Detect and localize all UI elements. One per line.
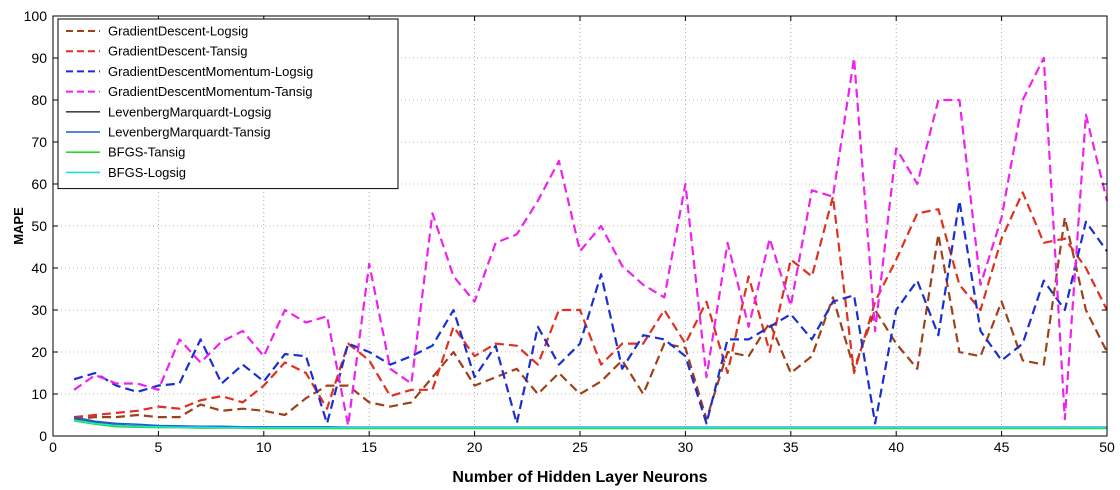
series-line-gradientdescent-tansig — [73, 191, 1108, 419]
x-tick-label: 45 — [994, 439, 1010, 455]
x-tick-label: 15 — [361, 439, 377, 455]
series-line-gradientdescentmomentum-logsig — [73, 199, 1108, 425]
legend-box — [57, 18, 399, 190]
y-tick-label: 0 — [39, 428, 47, 444]
x-tick-label: 5 — [155, 439, 163, 455]
series-line-gradientdescentmomentum-tansig — [73, 56, 1109, 427]
legend-label: LevenbergMarquardt-Tansig — [108, 125, 271, 140]
y-tick-label: 70 — [31, 134, 47, 150]
y-tick-label: 40 — [31, 260, 47, 276]
x-tick-label: 30 — [678, 439, 694, 455]
y-tick-label: 80 — [31, 92, 47, 108]
legend: GradientDescent-Logsig GradientDescent-Ta… — [57, 18, 399, 190]
y-tick-label: 90 — [31, 50, 47, 66]
axis-ticks: 0 5 10 15 20 25 30 35 40 45 50 0 10 20 30 40 50 60 70 80 90 1… — [24, 8, 1115, 455]
legend-label: GradientDescentMomentum-Tansig — [108, 84, 312, 99]
series-line-gradientdescent-logsig — [73, 216, 1108, 421]
x-tick-label: 0 — [49, 439, 57, 455]
legend-label: GradientDescentMomentum-Logsig — [108, 64, 313, 79]
legend-label: LevenbergMarquardt-Logsig — [108, 104, 271, 119]
y-axis-title: MAPE — [11, 207, 26, 245]
y-tick-label: 100 — [24, 8, 48, 24]
legend-label: GradientDescent-Logsig — [108, 24, 248, 39]
y-tick-label: 60 — [31, 176, 47, 192]
x-tick-label: 50 — [1099, 439, 1115, 455]
x-tick-label: 25 — [572, 439, 588, 455]
x-tick-label: 35 — [783, 439, 799, 455]
y-tick-label: 50 — [31, 218, 47, 234]
y-tick-label: 10 — [31, 386, 47, 402]
series-line-bfgs-logsig — [73, 419, 1107, 429]
legend-label: BFGS-Logsig — [108, 165, 186, 180]
x-tick-label: 20 — [467, 439, 483, 455]
x-tick-label: 40 — [888, 439, 904, 455]
y-tick-label: 30 — [31, 302, 47, 318]
y-tick-label: 20 — [31, 344, 47, 360]
x-axis-title: Number of Hidden Layer Neurons — [452, 469, 707, 486]
legend-label: BFGS-Tansig — [108, 145, 185, 160]
series-lines — [73, 56, 1109, 430]
x-tick-label: 10 — [256, 439, 272, 455]
legend-label: GradientDescent-Tansig — [108, 44, 247, 59]
